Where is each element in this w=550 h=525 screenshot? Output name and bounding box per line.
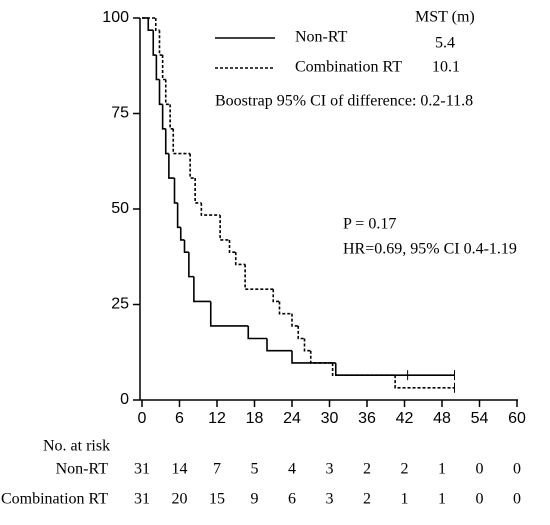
- at-risk-count: 0: [476, 491, 484, 508]
- survival-step: [173, 178, 178, 204]
- x-tick-label: 48: [433, 410, 451, 427]
- survival-step: [334, 362, 455, 376]
- survival-step: [228, 239, 236, 253]
- at-risk-count: 31: [134, 461, 150, 478]
- survival-step: [194, 178, 202, 204]
- legend-header: MST (m): [415, 9, 475, 26]
- survival-step: [189, 153, 196, 179]
- at-risk-count: 20: [172, 491, 188, 508]
- at-risk-count: 1: [438, 491, 446, 508]
- at-risk-count: 2: [363, 491, 371, 508]
- survival-step: [394, 375, 455, 389]
- at-risk-count: 2: [401, 461, 409, 478]
- survival-step: [234, 252, 246, 266]
- survival-step: [278, 301, 292, 315]
- at-risk-count: 15: [209, 491, 225, 508]
- at-risk-count: 14: [172, 461, 188, 478]
- survival-step: [168, 153, 175, 179]
- legend-mst: 10.1: [432, 59, 460, 76]
- survival-step: [161, 104, 166, 130]
- annotation: HR=0.69, 95% CI 0.4-1.19: [343, 241, 517, 258]
- survival-step: [154, 18, 160, 32]
- at-risk-count: 5: [251, 461, 259, 478]
- survival-step: [158, 30, 163, 56]
- x-tick-label: 36: [358, 410, 376, 427]
- at-risk-count: 1: [401, 491, 409, 508]
- at-risk-label: Non-RT: [56, 461, 109, 478]
- survival-step: [183, 239, 189, 253]
- at-risk-label: Combination RT: [1, 491, 108, 508]
- survival-step: [291, 350, 336, 364]
- survival-step: [303, 338, 311, 352]
- at-risk-count: 0: [476, 461, 484, 478]
- survival-step: [158, 79, 163, 106]
- at-risk-count: 3: [326, 461, 334, 478]
- survival-step: [209, 301, 249, 327]
- survival-step: [247, 325, 267, 340]
- survival-step: [200, 202, 221, 216]
- survival-step: [164, 128, 169, 155]
- survival-step: [176, 202, 181, 229]
- x-tick-label: 6: [175, 410, 184, 427]
- survival-step: [161, 55, 166, 81]
- survival-step: [309, 350, 333, 364]
- survival-step: [164, 79, 171, 106]
- x-tick-label: 12: [208, 410, 226, 427]
- survival-step: [272, 289, 280, 303]
- y-tick-label: 25: [111, 296, 129, 313]
- y-tick-label: 0: [120, 391, 129, 408]
- survival-step: [172, 128, 191, 155]
- legend-label: Combination RT: [295, 59, 402, 76]
- y-tick-label: 100: [102, 9, 129, 26]
- survival-step: [169, 104, 174, 130]
- survival-step: [331, 362, 396, 376]
- at-risk-count: 0: [513, 461, 521, 478]
- y-tick-label: 50: [111, 200, 129, 217]
- x-tick-label: 54: [471, 410, 489, 427]
- at-risk-count: 6: [288, 491, 296, 508]
- x-tick-label: 42: [396, 410, 414, 427]
- survival-step: [244, 264, 274, 291]
- legend-label: Non-RT: [295, 29, 348, 46]
- at-risk-count: 31: [134, 491, 150, 508]
- survival-step: [152, 30, 157, 56]
- annotation: P = 0.17: [343, 216, 396, 233]
- survival-step: [193, 276, 211, 303]
- survival-step: [266, 338, 292, 352]
- survival-step: [219, 215, 230, 241]
- survival-step: [179, 227, 185, 241]
- at-risk-count: 2: [363, 461, 371, 478]
- survival-step: [155, 55, 160, 81]
- annotation: Boostrap 95% CI of difference: 0.2-11.8: [215, 93, 473, 110]
- at-risk-count: 1: [438, 461, 446, 478]
- survival-step: [297, 325, 305, 340]
- x-tick-label: 18: [246, 410, 264, 427]
- legend-mst: 5.4: [435, 35, 455, 52]
- at-risk-count: 7: [213, 461, 221, 478]
- survival-step: [147, 18, 154, 32]
- y-tick-label: 75: [111, 105, 129, 122]
- at-risk-count: 4: [288, 461, 296, 478]
- at-risk-count: 0: [513, 491, 521, 508]
- at-risk-count: 9: [251, 491, 259, 508]
- at-risk-title: No. at risk: [43, 438, 110, 455]
- survival-step: [188, 252, 194, 278]
- x-tick-label: 24: [283, 410, 301, 427]
- survival-step: [291, 313, 299, 327]
- x-tick-label: 0: [138, 410, 147, 427]
- x-tick-label: 30: [321, 410, 339, 427]
- x-tick-label: 60: [508, 410, 526, 427]
- at-risk-count: 3: [326, 491, 334, 508]
